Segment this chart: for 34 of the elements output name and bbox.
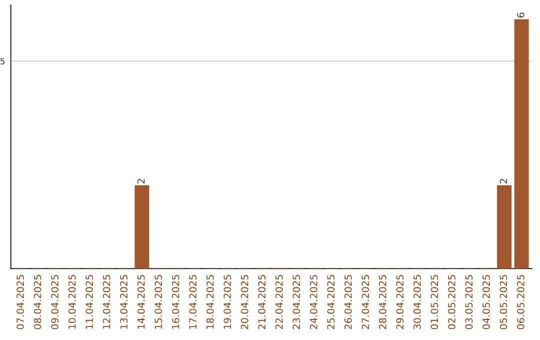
x-tick-label: 23.04.2025 bbox=[292, 275, 300, 330]
x-tick-label: 26.04.2025 bbox=[344, 275, 352, 330]
x-tick-label: 10.04.2025 bbox=[68, 275, 76, 329]
data-label: 6 bbox=[517, 12, 524, 18]
x-tick-label: 03.05.2025 bbox=[465, 275, 473, 330]
x-tick-label: 14.04.2025 bbox=[137, 275, 145, 329]
x-tick-label: 30.04.2025 bbox=[413, 275, 421, 330]
x-tick-label: 22.04.2025 bbox=[275, 275, 283, 330]
x-tick-label: 17.04.2025 bbox=[189, 275, 197, 329]
x-tick-label: 08.04.2025 bbox=[34, 275, 42, 330]
x-tick-label: 21.04.2025 bbox=[258, 275, 266, 330]
x-tick-label: 05.05.2025 bbox=[500, 275, 508, 330]
x-tick-label: 12.04.2025 bbox=[102, 275, 110, 329]
x-tick-label: 13.04.2025 bbox=[120, 275, 128, 329]
y-tick-label: 5 bbox=[0, 58, 5, 64]
data-label: 2 bbox=[137, 179, 145, 184]
x-tick-label: 01.05.2025 bbox=[430, 275, 438, 330]
x-tick-label: 16.04.2025 bbox=[172, 275, 180, 329]
x-tick-label: 27.04.2025 bbox=[362, 275, 370, 330]
x-tick-label: 20.04.2025 bbox=[240, 275, 248, 330]
x-tick-label: 11.04.2025 bbox=[86, 275, 93, 329]
x-tick-label: 02.05.2025 bbox=[448, 275, 456, 330]
x-tick-label: 25.04.2025 bbox=[327, 275, 335, 330]
x-tick-label: 29.04.2025 bbox=[396, 275, 404, 330]
x-tick-label: 09.04.2025 bbox=[51, 275, 58, 330]
x-tick-label: 19.04.2025 bbox=[224, 275, 232, 329]
x-tick-label: 07.04.2025 bbox=[16, 275, 24, 330]
x-tick-label: 18.04.2025 bbox=[206, 275, 214, 329]
x-tick-label: 24.04.2025 bbox=[310, 275, 318, 330]
data-label: 2 bbox=[500, 179, 507, 184]
x-tick-label: 28.04.2025 bbox=[378, 275, 386, 330]
x-tick-label: 04.05.2025 bbox=[482, 275, 490, 330]
x-tick-label: 15.04.2025 bbox=[154, 275, 162, 329]
x-tick-label: 06.05.2025 bbox=[517, 275, 524, 330]
